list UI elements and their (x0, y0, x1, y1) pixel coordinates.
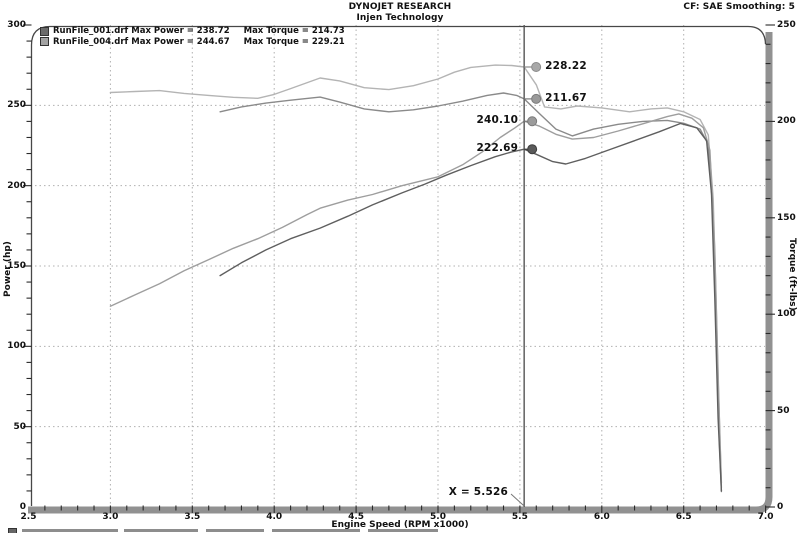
clipped-text-fragment (272, 529, 360, 532)
legend-file-name: RunFile_004.drf (53, 36, 129, 47)
torque-tick-label: 250 (777, 20, 796, 30)
power-tick-label: 0 (19, 502, 26, 512)
axis-frame-dark (30, 25, 767, 506)
cursor-x-readout: X = 5.526 (448, 486, 508, 498)
page-subtitle: Injen Technology (356, 13, 444, 23)
legend-swatch-icon (40, 26, 49, 36)
torque-tick-label: 100 (777, 309, 796, 320)
curve-run004-power (109, 113, 723, 484)
y-right-axis-title: Torque (ft-lbs) (787, 238, 797, 311)
power-tick-label: 150 (7, 261, 26, 271)
legend-swatch-icon (40, 37, 49, 46)
x-tick-label: 6.5 (675, 512, 692, 522)
cursor-label-connector (510, 493, 525, 507)
cursor-value-label: 211.67 (545, 91, 587, 104)
cursor-value-dot (527, 116, 538, 127)
cursor-value-dot (527, 144, 538, 155)
curve-run004-torque (109, 64, 723, 489)
x-tick-label: 5.5 (511, 512, 528, 522)
clipped-legend-swatch (8, 528, 17, 533)
torque-tick-label: 200 (777, 116, 796, 127)
x-tick-label: 6.0 (593, 512, 610, 522)
cursor-value-dot (531, 61, 542, 72)
cursor-value-label: 222.69 (476, 142, 519, 155)
x-tick-label: 4.5 (348, 512, 365, 522)
legend-row-runfile-001-drf[interactable]: RunFile_001.drf Max Power = 238.72 Max Tor… (40, 26, 345, 36)
x-tick-label: 3.5 (184, 512, 201, 522)
legend-row-runfile-004-drf[interactable]: RunFile_004.drf Max Power = 244.67 Max Tor… (40, 37, 345, 47)
torque-tick-label: 50 (777, 405, 790, 416)
x-tick-label: 3.0 (102, 512, 119, 522)
legend-max-power: Max Power = 244.67 (131, 36, 230, 47)
clipped-text-fragment (206, 529, 264, 532)
x-axis-title: Engine Speed (RPM x1000) (331, 520, 469, 530)
cursor-value-label: 240.10 (476, 114, 519, 127)
legend-max-torque: Max Torque = 214.73 (243, 26, 345, 36)
legend-max-torque: Max Torque = 229.21 (243, 36, 345, 47)
legend-max-power: Max Power = 238.72 (131, 26, 230, 36)
clipped-text-fragment (124, 529, 198, 532)
power-tick-label: 50 (13, 421, 26, 432)
power-tick-label: 200 (7, 180, 26, 191)
correction-smoothing-info: CF: SAE Smoothing: 5 (683, 2, 795, 12)
legend-file-name: RunFile_001.drf (53, 26, 129, 36)
page-title: DYNOJET RESEARCH (348, 2, 452, 12)
x-tick-label: 7.0 (757, 512, 774, 522)
cursor-value-dot (531, 93, 542, 104)
clipped-text-fragment (368, 529, 438, 532)
torque-tick-label: 0 (777, 502, 784, 512)
x-tick-label: 2.5 (20, 512, 37, 522)
x-tick-label: 5.0 (430, 512, 446, 522)
x-tick-label: 4.0 (266, 512, 283, 522)
power-tick-label: 100 (7, 341, 26, 352)
power-tick-label: 250 (7, 100, 26, 111)
cursor-value-label: 228.22 (545, 59, 587, 72)
power-tick-label: 300 (7, 20, 26, 30)
clipped-text-fragment (22, 529, 118, 532)
torque-tick-label: 150 (777, 212, 796, 223)
